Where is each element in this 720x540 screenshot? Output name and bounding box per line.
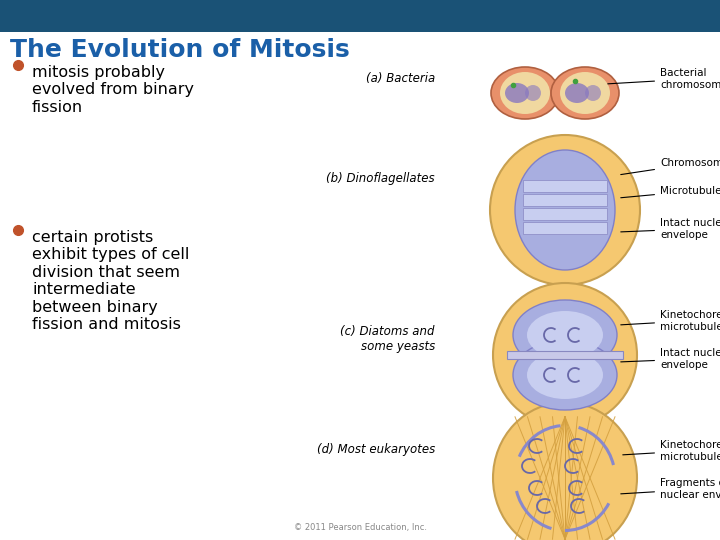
Text: Kinetochore
microtubule: Kinetochore microtubule — [623, 440, 720, 462]
Bar — [0, 0, 720, 32]
Text: Intact nuclear
envelope: Intact nuclear envelope — [621, 218, 720, 240]
Text: mitosis probably
evolved from binary
fission: mitosis probably evolved from binary fis… — [32, 65, 194, 115]
Ellipse shape — [525, 85, 541, 101]
Text: (b) Dinoflagellates: (b) Dinoflagellates — [326, 172, 435, 185]
Ellipse shape — [500, 72, 550, 114]
Text: The Evolution of Mitosis: The Evolution of Mitosis — [10, 38, 350, 62]
Text: Microtubules: Microtubules — [621, 186, 720, 198]
Ellipse shape — [491, 67, 559, 119]
Text: © 2011 Pearson Education, Inc.: © 2011 Pearson Education, Inc. — [294, 523, 426, 532]
Bar — [523, 194, 607, 206]
Text: Kinetochore
microtubule: Kinetochore microtubule — [621, 310, 720, 332]
Ellipse shape — [565, 83, 589, 103]
Ellipse shape — [527, 311, 603, 359]
Ellipse shape — [505, 83, 529, 103]
Ellipse shape — [513, 300, 617, 370]
Ellipse shape — [493, 283, 637, 427]
Ellipse shape — [585, 85, 601, 101]
Text: (d) Most eukaryotes: (d) Most eukaryotes — [317, 443, 435, 456]
Ellipse shape — [515, 150, 615, 270]
Text: Chromosomes: Chromosomes — [621, 158, 720, 174]
Text: (c) Diatoms and
some yeasts: (c) Diatoms and some yeasts — [341, 325, 435, 353]
Bar — [507, 351, 623, 359]
Ellipse shape — [490, 135, 640, 285]
Bar — [523, 180, 607, 192]
Text: Intact nuclear
envelope: Intact nuclear envelope — [621, 348, 720, 369]
Ellipse shape — [560, 72, 610, 114]
Text: certain protists
exhibit types of cell
division that seem
intermediate
between b: certain protists exhibit types of cell d… — [32, 230, 189, 332]
Text: Fragments of
nuclear envelope: Fragments of nuclear envelope — [621, 478, 720, 500]
Text: (a) Bacteria: (a) Bacteria — [366, 72, 435, 85]
Ellipse shape — [493, 402, 637, 540]
Bar — [523, 208, 607, 220]
Bar — [523, 222, 607, 234]
Text: Bacterial
chromosome: Bacterial chromosome — [608, 68, 720, 90]
Ellipse shape — [551, 67, 619, 119]
Ellipse shape — [513, 340, 617, 410]
Ellipse shape — [527, 351, 603, 399]
